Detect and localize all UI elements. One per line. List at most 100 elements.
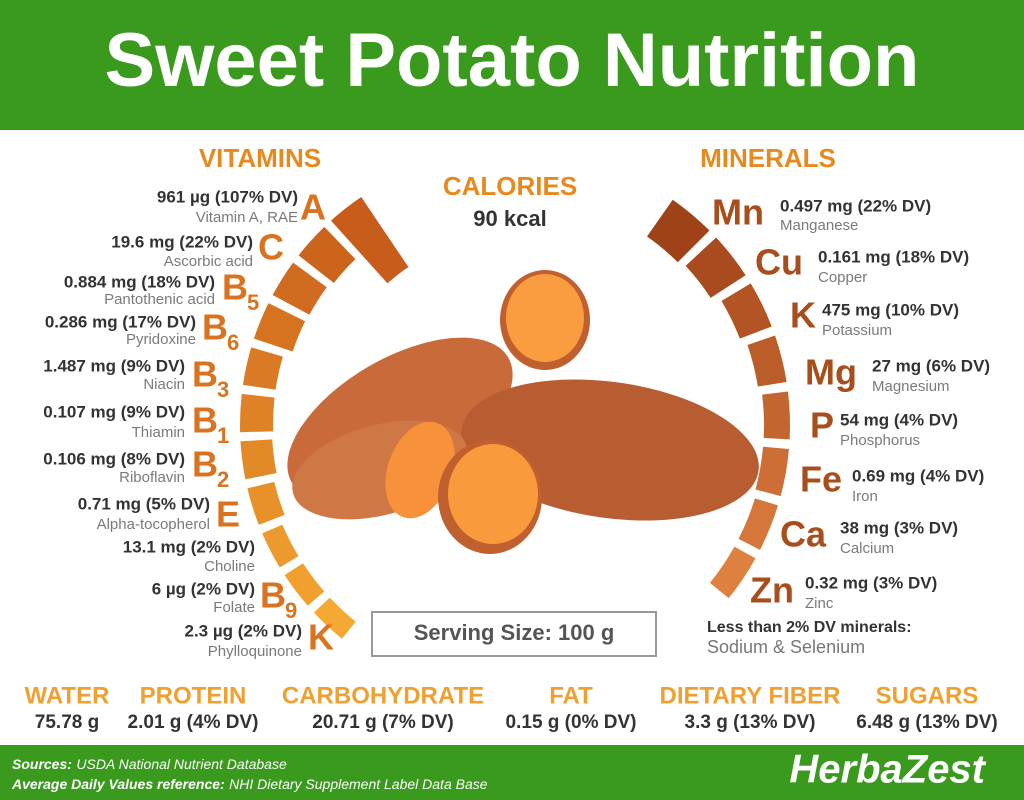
vitamin-amount: 2.3 µg (2% DV)	[185, 621, 303, 640]
mineral-symbol: Mg	[805, 352, 857, 393]
mineral-amount: 27 mg (6% DV)	[872, 356, 990, 375]
mineral-name: Magnesium	[872, 378, 950, 395]
calories-value: 90 kcal	[473, 206, 546, 231]
mineral-name: Calcium	[840, 540, 894, 557]
mineral-amount: 0.497 mg (22% DV)	[780, 196, 931, 215]
mineral-symbol: Cu	[755, 242, 803, 283]
vitamin-name: Folate	[213, 599, 255, 616]
vitamin-bar	[313, 597, 356, 639]
sources-label: Sources:	[12, 756, 72, 772]
vitamin-symbol: A	[300, 187, 326, 228]
vitamin-amount: 0.107 mg (9% DV)	[43, 402, 185, 421]
calories-label: CALORIES	[443, 171, 577, 201]
vitamin-amount: 961 µg (107% DV)	[157, 187, 298, 206]
mineral-symbol: K	[790, 295, 816, 336]
mineral-amount: 0.69 mg (4% DV)	[852, 466, 984, 485]
vitamin-subscript: 3	[217, 377, 229, 402]
minerals-heading: MINERALS	[700, 143, 836, 173]
sources-text: USDA National Nutrient Database	[76, 756, 287, 772]
vitamin-bar	[240, 439, 277, 480]
vitamin-subscript: 6	[227, 330, 239, 355]
macro-label: DIETARY FIBER	[660, 682, 841, 709]
reference-label: Average Daily Values reference:	[11, 776, 225, 792]
macro-value: 0.15 g (0% DV)	[506, 712, 637, 733]
serving-box	[371, 611, 657, 657]
vitamin-name: Pyridoxine	[126, 331, 196, 348]
logo: HerbaZest	[789, 748, 986, 792]
footer-band	[0, 745, 1024, 800]
vitamin-bar	[330, 197, 409, 284]
vitamin-amount: 6 µg (2% DV)	[152, 579, 255, 598]
vitamin-symbol: B	[202, 307, 228, 348]
macro-label: CARBOHYDRATE	[282, 682, 484, 709]
mineral-bar	[747, 335, 787, 387]
vitamin-symbol: B	[260, 575, 286, 616]
mineral-amount: 0.161 mg (18% DV)	[818, 247, 969, 266]
vitamin-subscript: 5	[247, 290, 259, 315]
mineral-bar	[738, 498, 778, 550]
vitamin-name: Pantothenic acid	[104, 291, 215, 308]
macro-value: 3.3 g (13% DV)	[685, 712, 816, 733]
vitamin-name: Choline	[204, 558, 255, 575]
sources: Sources: USDA National Nutrient Database	[12, 756, 287, 774]
mineral-bar	[647, 199, 710, 263]
potato-illustration	[287, 270, 759, 554]
vitamin-name: Riboflavin	[119, 469, 185, 486]
vitamin-symbol: B	[222, 267, 248, 308]
macro-value: 75.78 g	[35, 712, 99, 733]
mineral-name: Potassium	[822, 322, 892, 339]
vitamin-amount: 0.106 mg (8% DV)	[43, 449, 185, 468]
vitamin-name: Ascorbic acid	[164, 253, 253, 270]
vitamin-symbol: B	[192, 354, 218, 395]
vitamin-bar	[242, 347, 283, 390]
vitamin-name: Thiamin	[132, 424, 185, 441]
reference: Average Daily Values reference: NHI Diet…	[11, 776, 488, 794]
vitamin-subscript: 1	[217, 423, 229, 448]
mineral-bar	[721, 283, 772, 339]
vitamin-amount: 0.884 mg (18% DV)	[64, 272, 215, 291]
macro-value: 2.01 g (4% DV)	[128, 712, 259, 733]
serving-size: Serving Size: 100 g	[414, 620, 615, 645]
vitamin-symbol: B	[192, 444, 218, 485]
mineral-symbol: Zn	[750, 570, 794, 611]
vitamin-bar	[284, 563, 325, 606]
header-band	[0, 0, 1024, 130]
vitamin-subscript: 2	[217, 467, 229, 492]
reference-text: NHI Dietary Supplement Label Data Base	[229, 776, 488, 792]
vitamin-amount: 1.487 mg (9% DV)	[43, 356, 185, 375]
mineral-name: Iron	[852, 488, 878, 505]
mineral-amount: 38 mg (3% DV)	[840, 518, 958, 537]
vitamin-symbol: K	[308, 617, 334, 658]
mineral-amount: 0.32 mg (3% DV)	[805, 573, 937, 592]
macro-label: SUGARS	[876, 682, 979, 709]
mineral-bar	[762, 391, 790, 440]
mineral-amount: 54 mg (4% DV)	[840, 410, 958, 429]
macro-label: PROTEIN	[140, 682, 247, 709]
vitamin-bar	[240, 393, 275, 433]
vitamin-bar	[247, 481, 285, 525]
vitamin-bar	[272, 262, 327, 315]
vitamin-bar	[262, 524, 299, 568]
macro-label: FAT	[549, 682, 593, 709]
mineral-bar	[685, 237, 746, 298]
vitamin-bar	[253, 303, 306, 352]
vitamin-amount: 0.71 mg (5% DV)	[78, 494, 210, 513]
vitamin-name: Phylloquinone	[208, 643, 302, 660]
minerals-note-detail: Sodium & Selenium	[707, 637, 865, 657]
vitamin-subscript: 9	[285, 598, 297, 623]
mineral-name: Phosphorus	[840, 432, 920, 449]
mineral-name: Manganese	[780, 217, 858, 234]
mineral-symbol: P	[810, 405, 834, 446]
mineral-symbol: Ca	[780, 514, 827, 555]
vitamin-amount: 19.6 mg (22% DV)	[111, 232, 253, 251]
vitamin-name: Niacin	[143, 376, 185, 393]
vitamin-symbol: B	[192, 400, 218, 441]
vitamin-amount: 13.1 mg (2% DV)	[123, 537, 255, 556]
title: Sweet Potato Nutrition	[105, 18, 920, 103]
vitamins-heading: VITAMINS	[199, 143, 321, 173]
mineral-name: Copper	[818, 269, 867, 286]
macro-value: 20.71 g (7% DV)	[312, 712, 454, 733]
macro-label: WATER	[25, 682, 110, 709]
vitamin-bar	[298, 226, 356, 283]
